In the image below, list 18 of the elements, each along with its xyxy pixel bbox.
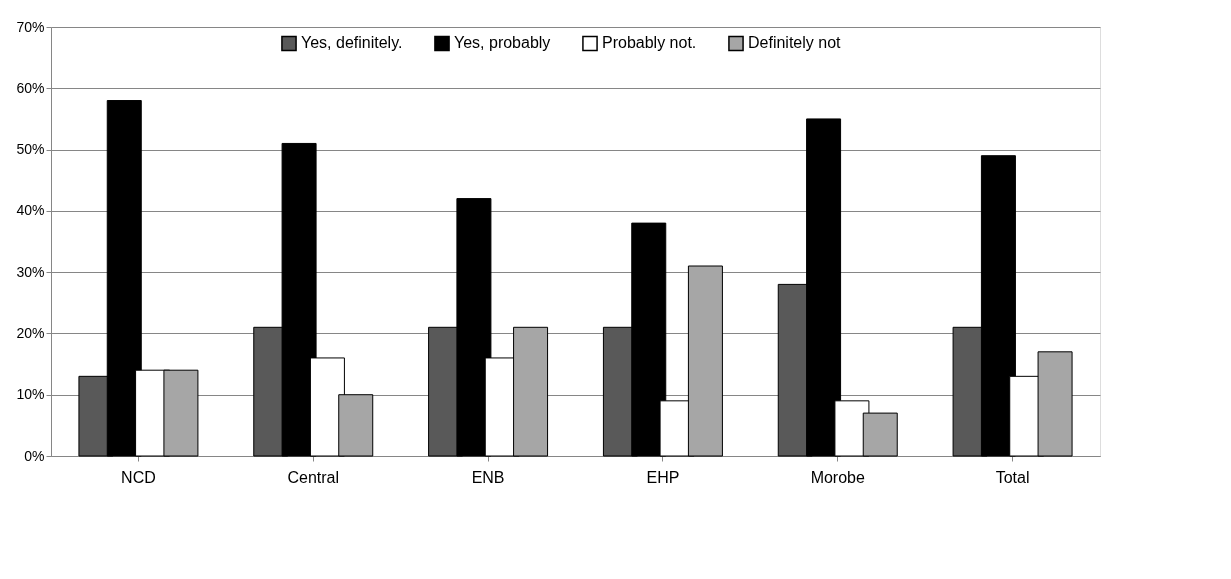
y-tick-label: 20% — [16, 324, 45, 341]
y-tick-label: 30% — [16, 263, 45, 280]
y-tick-label: 40% — [16, 202, 45, 219]
y-tick-label: 60% — [16, 79, 45, 96]
x-tick-label: Morobe — [810, 468, 865, 486]
legend-label: Yes, definitely. — [301, 34, 403, 52]
x-tick-label: ENB — [471, 468, 505, 486]
y-tick-label: 10% — [16, 386, 45, 403]
y-tick-label: 0% — [24, 447, 45, 464]
x-tick-label: Total — [995, 468, 1030, 486]
x-tick-label: Central — [287, 468, 340, 486]
y-tick-label: 50% — [16, 141, 45, 158]
x-tick-label: NCD — [121, 468, 156, 486]
legend-label: Probably not. — [602, 34, 697, 52]
legend-label: Yes, probably — [454, 34, 551, 52]
y-tick-label: 70% — [16, 18, 45, 35]
x-tick-label: EHP — [646, 468, 680, 486]
legend-label: Definitely not — [748, 34, 842, 52]
